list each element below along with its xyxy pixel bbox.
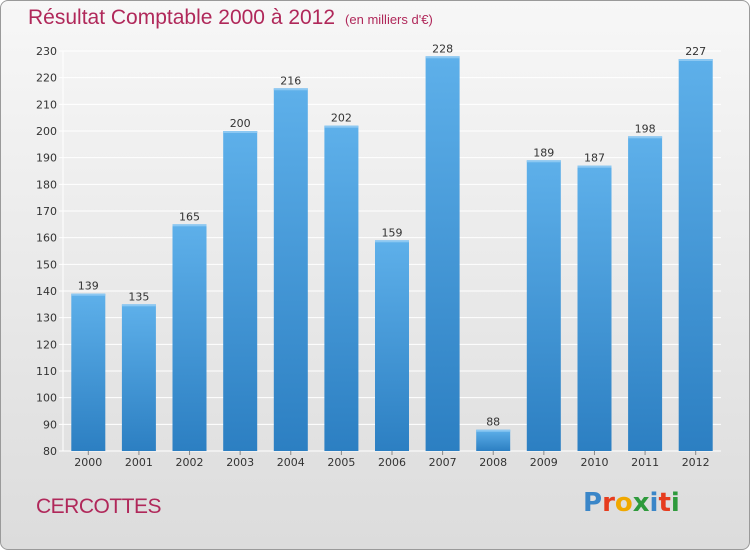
bar-highlight [223, 131, 258, 133]
x-axis: 2000 2001 2002 2003 2004 2005 2006 2007 2008 2009… [74, 451, 710, 469]
bar-2008 [476, 429, 511, 451]
logo-letter: i [670, 488, 680, 518]
logo-letter: t [658, 488, 671, 518]
bar-2009 [526, 160, 561, 452]
bar-highlight [121, 304, 156, 307]
y-tick-label: 200 [36, 125, 57, 138]
data-label: 200 [230, 117, 251, 130]
chart-title-text: Résultat Comptable 2000 à 2012 [28, 6, 336, 29]
chart-title: Résultat Comptable 2000 à 2012 (en millie… [28, 6, 433, 30]
x-tick-label: 2012 [682, 456, 710, 469]
bar-2011 [628, 136, 663, 452]
data-label: 88 [486, 416, 500, 429]
y-tick-label: 230 [36, 45, 57, 58]
bar-2000 [71, 293, 106, 451]
bar-highlight [273, 88, 308, 91]
x-tick-label: 2001 [125, 456, 153, 469]
data-label: 227 [685, 45, 706, 58]
bar-highlight [476, 429, 511, 432]
y-tick-label: 220 [36, 72, 57, 85]
data-label: 139 [78, 280, 99, 293]
bar-2003 [223, 131, 258, 451]
bar-highlight [526, 160, 561, 163]
y-tick-label: 190 [36, 152, 57, 165]
x-tick-label: 2007 [429, 456, 457, 469]
y-tick-label: 130 [36, 312, 57, 325]
data-label: 189 [533, 146, 554, 159]
y-tick-label: 120 [36, 338, 57, 351]
y-tick-label: 90 [43, 418, 57, 431]
logo-letter: o [614, 488, 633, 518]
bar-2006 [375, 240, 409, 451]
bar-highlight [324, 125, 359, 128]
y-tick-label: 210 [36, 98, 57, 111]
x-tick-label: 2010 [581, 456, 609, 469]
data-label: 202 [331, 112, 352, 125]
x-tick-label: 2011 [631, 456, 659, 469]
logo-letter: r [602, 488, 615, 518]
logo-letter: i [649, 488, 659, 518]
y-tick-label: 110 [36, 365, 57, 378]
logo-letter: P [583, 488, 603, 518]
bar-2004 [273, 88, 308, 452]
bar-highlight [71, 293, 106, 296]
y-tick-label: 100 [36, 392, 57, 405]
bar-2012 [678, 59, 713, 451]
bar-2007 [425, 56, 460, 452]
x-tick-label: 2005 [327, 456, 355, 469]
y-tick-label: 140 [36, 285, 57, 298]
y-tick-label: 150 [36, 258, 57, 271]
bar-2010 [577, 165, 612, 451]
bar-highlight [628, 136, 663, 139]
bar-2005 [324, 125, 359, 451]
data-label: 198 [635, 122, 656, 135]
x-tick-label: 2008 [479, 456, 507, 469]
bar-highlight [577, 165, 612, 168]
bar-2001 [121, 304, 156, 451]
y-tick-label: 160 [36, 232, 57, 245]
data-label: 187 [584, 152, 605, 165]
bar-highlight [678, 59, 713, 61]
x-tick-label: 2006 [378, 456, 406, 469]
x-tick-label: 2004 [277, 456, 305, 469]
data-label: 165 [179, 210, 200, 223]
x-tick-label: 2000 [74, 456, 102, 469]
data-label: 159 [382, 226, 403, 239]
x-tick-label: 2003 [226, 456, 254, 469]
data-label: 216 [280, 74, 301, 87]
logo-letter: x [632, 488, 650, 518]
y-tick-label: 80 [43, 445, 57, 458]
bar-highlight [375, 240, 409, 243]
bars: 139 135 165 200 216 202 159 228 88 189 187 198 227 [71, 42, 713, 452]
x-tick-label: 2002 [176, 456, 204, 469]
y-tick-label: 170 [36, 205, 57, 218]
data-label: 135 [128, 290, 149, 303]
chart-subtitle: (en milliers d'€) [345, 12, 433, 27]
proxiti-logo: Proxiti [583, 488, 680, 518]
y-tick-label: 180 [36, 178, 57, 191]
bar-highlight [425, 56, 460, 59]
data-label: 228 [432, 42, 453, 55]
commune-name: CERCOTTES [36, 495, 162, 518]
bar-2002 [172, 224, 207, 451]
bar-highlight [172, 224, 207, 227]
x-tick-label: 2009 [530, 456, 558, 469]
